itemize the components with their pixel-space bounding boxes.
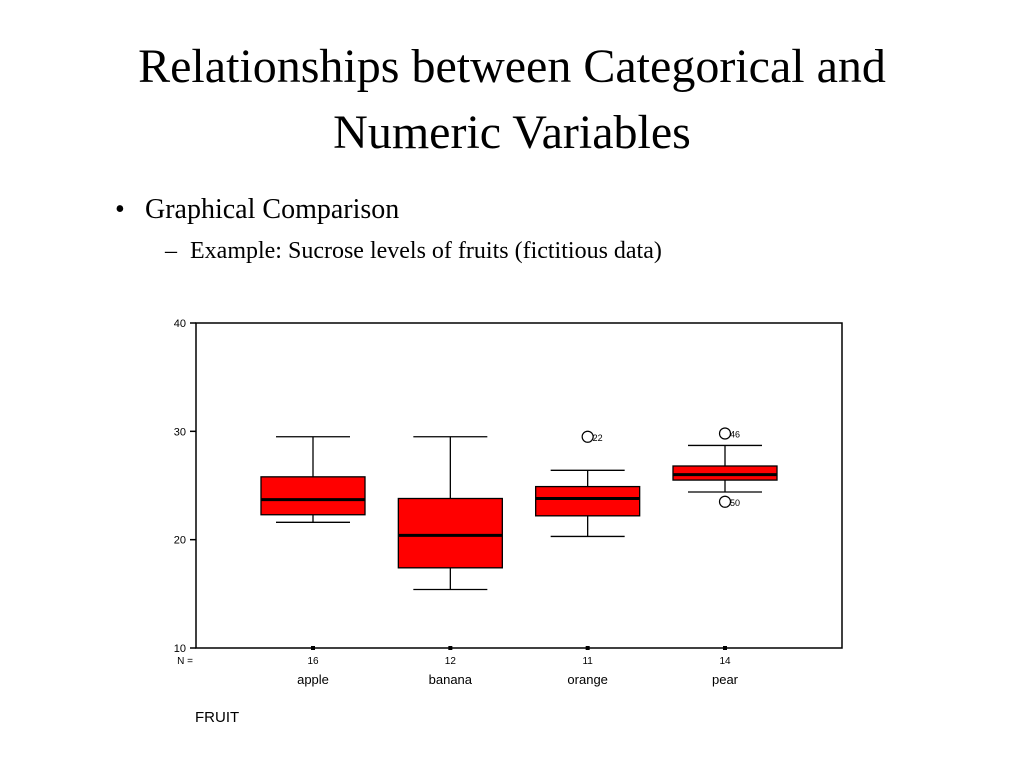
y-tick-label: 20 [174,535,186,547]
box [397,497,503,569]
x-tick [448,646,453,650]
outlier-label: 46 [730,430,740,440]
outlier-label: 22 [593,433,603,443]
n-count: 12 [445,656,457,667]
y-tick-label: 30 [174,426,186,438]
box [535,485,641,517]
x-tick [311,646,315,650]
y-tick-label: 10 [174,643,186,655]
x-tick-label: banana [429,672,473,687]
slide-title: Relationships between Categorical and [138,40,886,93]
x-axis-label: FRUIT [195,709,239,726]
n-count: 16 [307,656,319,667]
outlier [718,427,732,440]
x-tick-label: orange [567,672,607,687]
outlier-label: 50 [730,498,740,508]
sub-bullet: Example: Sucrose levels of fruits (ficti… [190,238,662,264]
x-tick-label: apple [297,672,329,687]
plot-frame [195,322,843,649]
n-count: 14 [719,656,731,667]
slide-title: Numeric Variables [333,106,691,159]
outlier [581,430,594,443]
bullet-mark: • [115,194,125,225]
n-label: N = [177,656,193,667]
bullet: Graphical Comparison [145,194,399,225]
box [260,476,366,516]
x-tick [585,646,590,650]
outlier [718,495,732,508]
y-tick-label: 40 [174,318,186,330]
sub-bullet-mark: – [164,238,178,264]
x-tick-label: pear [712,672,739,687]
x-tick [723,646,727,650]
box [672,465,778,481]
n-count: 11 [582,656,593,667]
